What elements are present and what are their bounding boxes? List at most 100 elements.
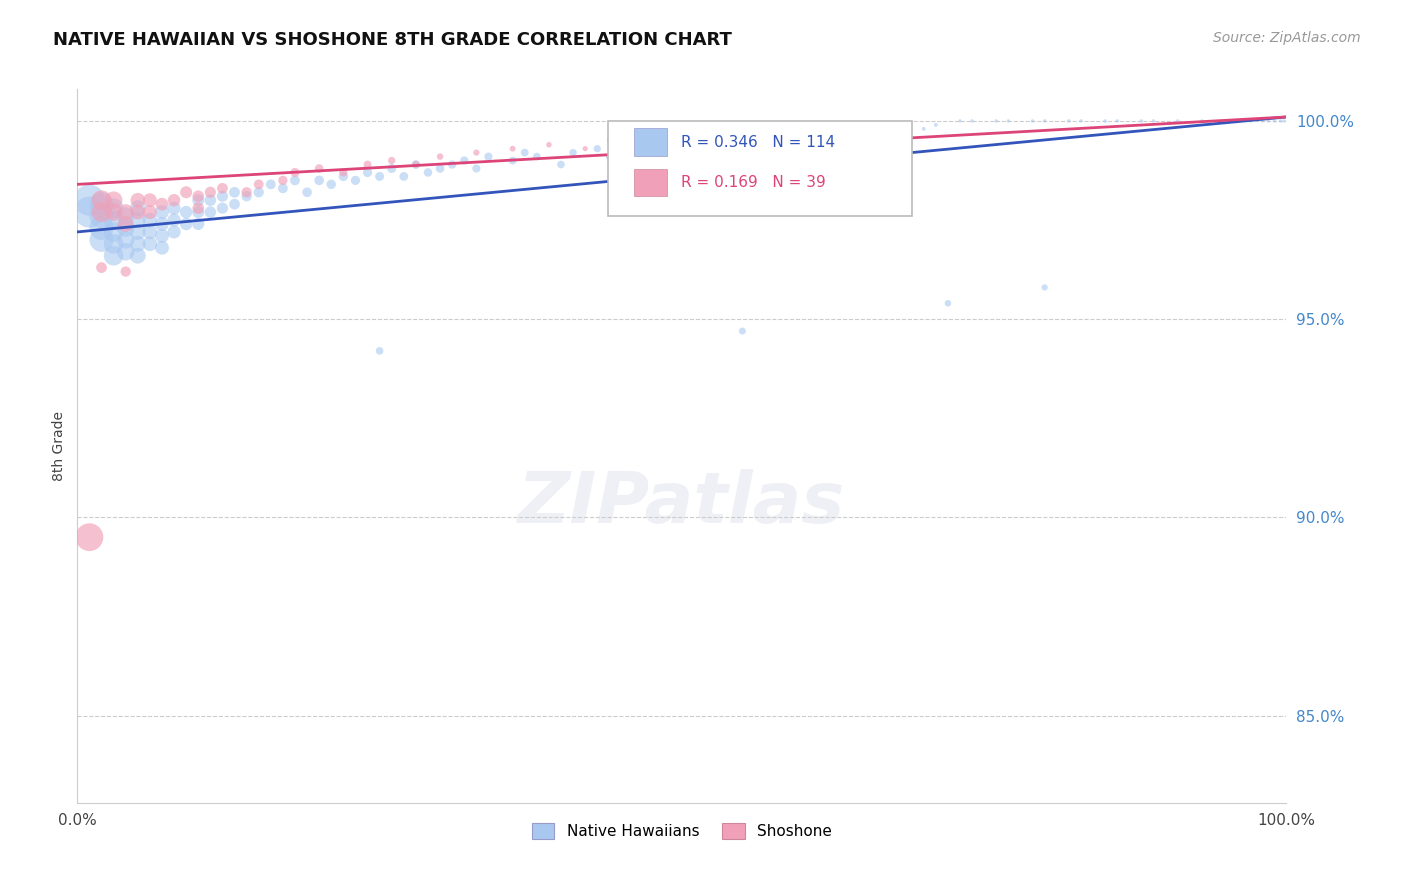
Point	[356, 165, 378, 179]
Point	[260, 178, 283, 192]
Point	[695, 134, 717, 148]
Point	[997, 114, 1019, 128]
Point	[90, 205, 112, 219]
Point	[235, 189, 257, 203]
Point	[139, 236, 162, 251]
Point	[731, 324, 754, 338]
Point	[1251, 114, 1274, 128]
Point	[247, 178, 270, 192]
Point	[150, 197, 173, 211]
Point	[1270, 114, 1292, 128]
Point	[526, 150, 548, 164]
Point	[1191, 114, 1213, 128]
Point	[537, 137, 560, 152]
Point	[114, 209, 136, 223]
Point	[416, 165, 439, 179]
Point	[598, 150, 620, 164]
Text: R = 0.346   N = 114: R = 0.346 N = 114	[681, 135, 835, 150]
Point	[986, 114, 1008, 128]
Point	[381, 161, 404, 176]
Point	[211, 189, 233, 203]
Point	[865, 118, 887, 132]
Point	[889, 118, 911, 132]
Point	[502, 153, 524, 168]
Point	[562, 145, 585, 160]
Point	[429, 161, 451, 176]
Point	[598, 134, 620, 148]
Point	[200, 193, 222, 207]
Point	[103, 193, 125, 207]
Point	[284, 165, 307, 179]
Point	[368, 343, 391, 358]
Point	[779, 126, 801, 140]
Point	[90, 193, 112, 207]
Point	[127, 213, 149, 227]
Point	[647, 134, 669, 148]
Point	[429, 150, 451, 164]
Point	[647, 137, 669, 152]
Point	[1107, 114, 1129, 128]
Legend: Native Hawaiians, Shoshone: Native Hawaiians, Shoshone	[526, 817, 838, 845]
Point	[103, 213, 125, 227]
Point	[949, 114, 972, 128]
Point	[1021, 114, 1043, 128]
Point	[707, 134, 730, 148]
Point	[502, 142, 524, 156]
Point	[103, 205, 125, 219]
Point	[139, 193, 162, 207]
Point	[344, 173, 367, 187]
Point	[1142, 114, 1164, 128]
Point	[187, 201, 209, 215]
Point	[103, 236, 125, 251]
Point	[103, 249, 125, 263]
Point	[381, 153, 404, 168]
Point	[90, 233, 112, 247]
Point	[1070, 114, 1092, 128]
Point	[332, 169, 354, 184]
Point	[271, 173, 294, 187]
Point	[550, 157, 572, 171]
Point	[114, 244, 136, 259]
Y-axis label: 8th Grade: 8th Grade	[52, 411, 66, 481]
Point	[828, 126, 851, 140]
Point	[658, 142, 681, 156]
Point	[1167, 114, 1189, 128]
Point	[187, 205, 209, 219]
Point	[187, 217, 209, 231]
Point	[200, 186, 222, 200]
Bar	[634, 169, 668, 196]
Point	[1033, 114, 1056, 128]
Point	[127, 205, 149, 219]
Point	[744, 129, 766, 144]
Point	[200, 205, 222, 219]
Point	[815, 121, 838, 136]
Point	[792, 121, 814, 136]
Point	[187, 189, 209, 203]
Point	[368, 169, 391, 184]
Point	[90, 197, 112, 211]
Point	[235, 186, 257, 200]
Point	[163, 193, 186, 207]
Point	[163, 201, 186, 215]
Point	[1227, 114, 1250, 128]
Point	[1257, 114, 1279, 128]
Point	[224, 197, 246, 211]
Point	[127, 249, 149, 263]
Point	[1239, 114, 1261, 128]
Point	[174, 205, 197, 219]
Point	[574, 142, 596, 156]
Point	[453, 153, 475, 168]
Point	[103, 225, 125, 239]
Point	[465, 161, 488, 176]
Point	[271, 181, 294, 195]
Point	[163, 225, 186, 239]
Point	[852, 121, 875, 136]
Point	[405, 157, 427, 171]
Point	[103, 201, 125, 215]
Point	[477, 150, 499, 164]
Point	[114, 217, 136, 231]
FancyBboxPatch shape	[609, 120, 911, 216]
Point	[187, 193, 209, 207]
Point	[150, 217, 173, 231]
Text: NATIVE HAWAIIAN VS SHOSHONE 8TH GRADE CORRELATION CHART: NATIVE HAWAIIAN VS SHOSHONE 8TH GRADE CO…	[53, 31, 733, 49]
